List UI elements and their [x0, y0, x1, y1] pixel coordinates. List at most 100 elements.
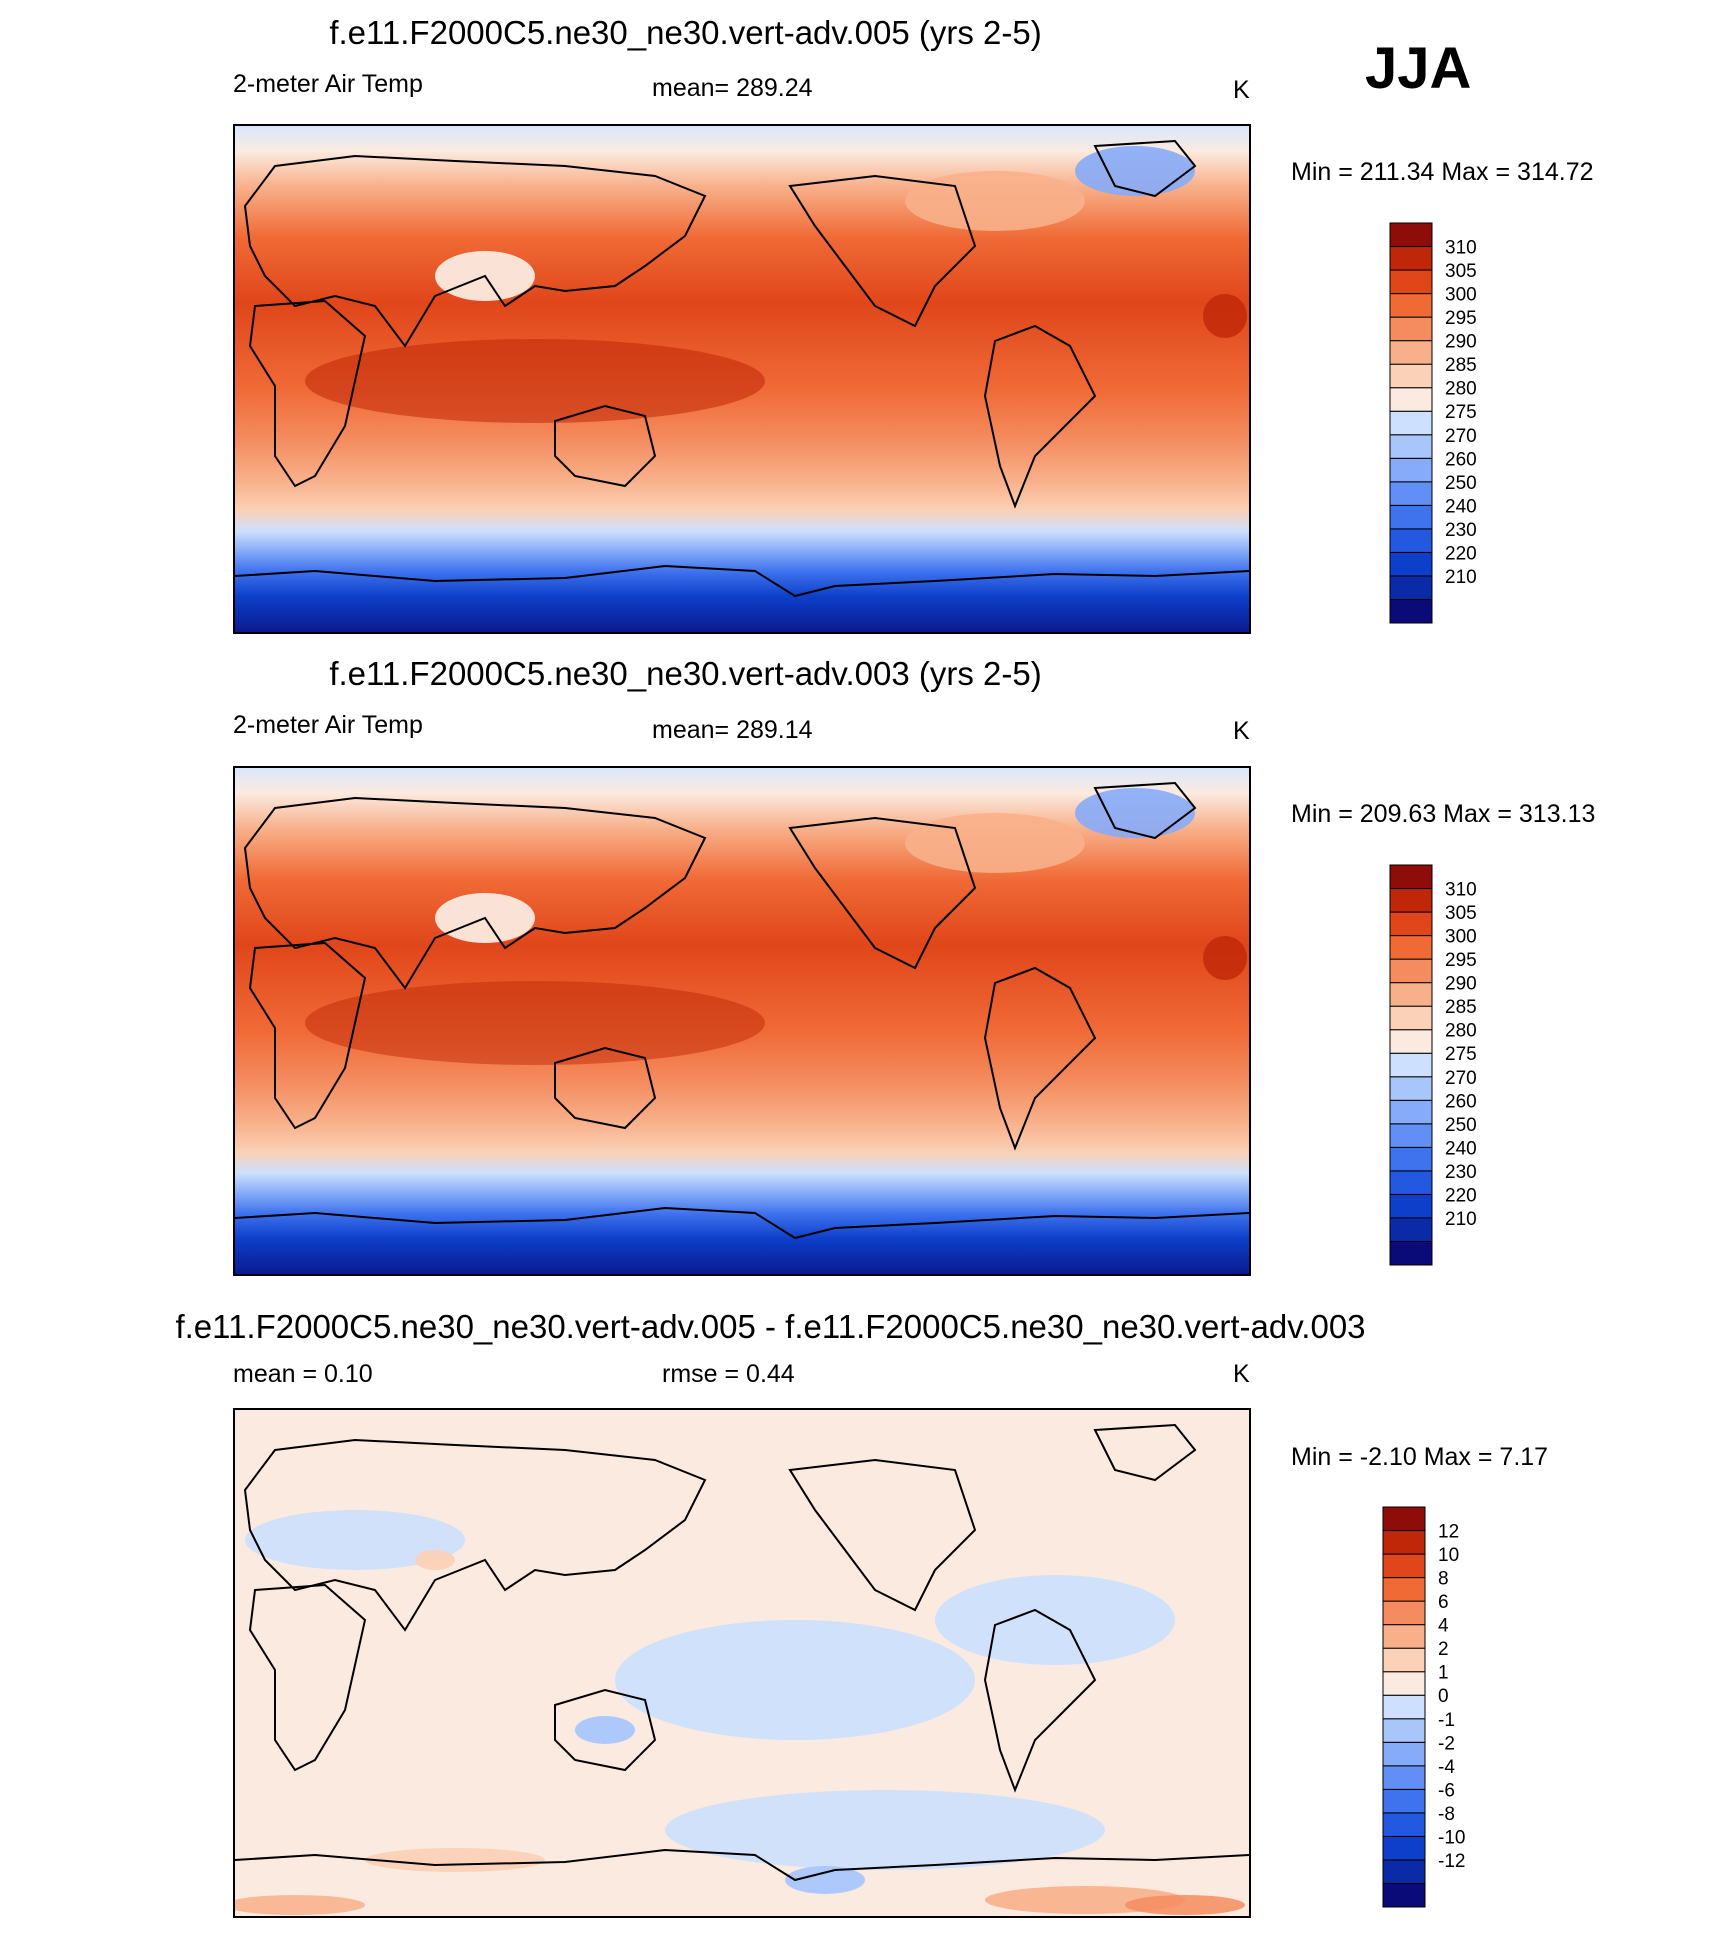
colorbar-swatch [1389, 935, 1433, 960]
colorbar-tick-label: 12 [1438, 1522, 1459, 1543]
panel-1-title: f.e11.F2000C5.ne30_ne30.vert-adv.005 (yr… [329, 14, 1042, 51]
panel-2-colorbar-svg: 3103053002952902852802752702602502402302… [1389, 864, 1477, 1266]
colorbar-swatch [1382, 1600, 1426, 1626]
colorbar-swatch [1382, 1812, 1426, 1837]
colorbar-swatch [1382, 1718, 1426, 1743]
colorbar-swatch [1382, 1530, 1426, 1555]
colorbar-tick-label: 290 [1445, 332, 1477, 353]
colorbar-swatch [1389, 911, 1433, 937]
colorbar-swatch [1382, 1506, 1426, 1532]
colorbar-tick-label: 270 [1445, 426, 1477, 447]
colorbar-swatch [1389, 246, 1433, 271]
panel-2-features [305, 788, 1247, 1065]
colorbar-swatch [1389, 410, 1433, 436]
colorbar-swatch [1389, 387, 1433, 412]
colorbar-tick-label: -10 [1438, 1827, 1465, 1848]
colorbar-swatch [1389, 457, 1433, 483]
panel-3-minmax-label: Min = -2.10 Max = 7.17 [1291, 1443, 1549, 1471]
colorbar-swatch [1389, 1170, 1433, 1195]
panel-2-colorbar: 310 305 300 295 290 285 280 275 270 260 250 240 230 2… [1389, 864, 1519, 1266]
panel-3-map-svg [235, 1410, 1249, 1916]
colorbar-swatch [1389, 434, 1433, 459]
colorbar-swatch [1389, 575, 1433, 600]
panel-3-colorbar: 12 10 8 6 4 2 1 0 -1 -2 -4 -6 -8 -10 -12 [1382, 1506, 1512, 1908]
colorbar-tick-label: 280 [1445, 1021, 1477, 1042]
colorbar-tick-label: 230 [1445, 1162, 1477, 1183]
panel-2-units-label: K [1233, 717, 1250, 745]
colorbar-swatch [1389, 1193, 1433, 1219]
colorbar-tick-label: 2 [1438, 1639, 1449, 1660]
colorbar-swatch [1389, 1123, 1433, 1148]
colorbar-tick-label: 285 [1445, 997, 1477, 1018]
panel-1-map [233, 124, 1251, 634]
colorbar-swatch [1389, 864, 1433, 890]
colorbar-tick-label: 280 [1445, 379, 1477, 400]
colorbar-tick-label: 220 [1445, 1185, 1477, 1206]
colorbar-swatch [1389, 982, 1433, 1007]
colorbar-swatch [1389, 481, 1433, 506]
colorbar-tick-label: 240 [1445, 496, 1477, 517]
colorbar-tick-label: 250 [1445, 1115, 1477, 1136]
colorbar-tick-label: 10 [1438, 1545, 1459, 1566]
colorbar-tick-label: 275 [1445, 402, 1477, 423]
colorbar-swatch [1389, 363, 1433, 389]
colorbar-swatch [1389, 222, 1433, 248]
colorbar-swatch [1382, 1835, 1426, 1861]
colorbar-tick-label: 0 [1438, 1686, 1449, 1707]
panel-3-coastlines [235, 1423, 1249, 1882]
colorbar-tick-label: 1 [1438, 1663, 1449, 1684]
colorbar-swatch [1389, 340, 1433, 365]
panel-2-map-svg [235, 768, 1249, 1274]
panel-2-map [233, 766, 1251, 1276]
colorbar-tick-label: 295 [1445, 950, 1477, 971]
colorbar-swatch [1389, 1240, 1433, 1266]
colorbar-tick-label: 230 [1445, 520, 1477, 541]
colorbar-tick-label: -1 [1438, 1710, 1455, 1731]
panel-2-title: f.e11.F2000C5.ne30_ne30.vert-adv.003 (yr… [329, 655, 1042, 692]
colorbar-swatch [1382, 1882, 1426, 1908]
panel-3-title: f.e11.F2000C5.ne30_ne30.vert-adv.005 - f… [175, 1308, 1366, 1345]
panel-2-variable-label: 2-meter Air Temp [233, 711, 423, 739]
colorbar-swatch [1389, 1099, 1433, 1125]
colorbar-swatch [1389, 528, 1433, 553]
colorbar-swatch [1389, 1052, 1433, 1078]
colorbar-swatch [1389, 1146, 1433, 1172]
colorbar-tick-label: 305 [1445, 903, 1477, 924]
colorbar-swatch [1389, 504, 1433, 530]
colorbar-tick-label: 275 [1445, 1044, 1477, 1065]
season-label: JJA [1365, 36, 1472, 101]
colorbar-swatch [1389, 293, 1433, 318]
panel-2-coastlines [235, 781, 1249, 1240]
panel-3-rmse-label: rmse = 0.44 [662, 1360, 795, 1388]
panel-1-map-svg [235, 126, 1249, 632]
colorbar-tick-label: 310 [1445, 880, 1477, 901]
colorbar-tick-label: 260 [1445, 1091, 1477, 1112]
colorbar-tick-label: 6 [1438, 1592, 1449, 1613]
colorbar-tick-label: 210 [1445, 1209, 1477, 1230]
colorbar-swatch [1389, 1005, 1433, 1031]
colorbar-tick-label: 300 [1445, 285, 1477, 306]
colorbar-tick-label: 210 [1445, 567, 1477, 588]
colorbar-swatch [1382, 1741, 1426, 1767]
colorbar-tick-label: -2 [1438, 1733, 1455, 1754]
colorbar-tick-label: 240 [1445, 1138, 1477, 1159]
panel-2-mean-label: mean= 289.14 [652, 716, 813, 744]
colorbar-swatch [1382, 1553, 1426, 1579]
panel-1-units-label: K [1233, 76, 1250, 104]
colorbar-tick-label: 310 [1445, 238, 1477, 259]
colorbar-swatch [1389, 1217, 1433, 1242]
colorbar-swatch [1389, 958, 1433, 984]
colorbar-swatch [1382, 1788, 1426, 1814]
colorbar-swatch [1382, 1671, 1426, 1696]
colorbar-swatch [1389, 316, 1433, 342]
colorbar-swatch [1389, 1029, 1433, 1054]
panel-1-variable-label: 2-meter Air Temp [233, 70, 423, 98]
colorbar-swatch [1389, 888, 1433, 913]
panel-3-units-label: K [1233, 1360, 1250, 1388]
colorbar-tick-label: 285 [1445, 355, 1477, 376]
panel-3-features [235, 1510, 1245, 1915]
colorbar-tick-label: 8 [1438, 1569, 1449, 1590]
colorbar-swatch [1382, 1859, 1426, 1884]
colorbar-tick-label: 260 [1445, 449, 1477, 470]
